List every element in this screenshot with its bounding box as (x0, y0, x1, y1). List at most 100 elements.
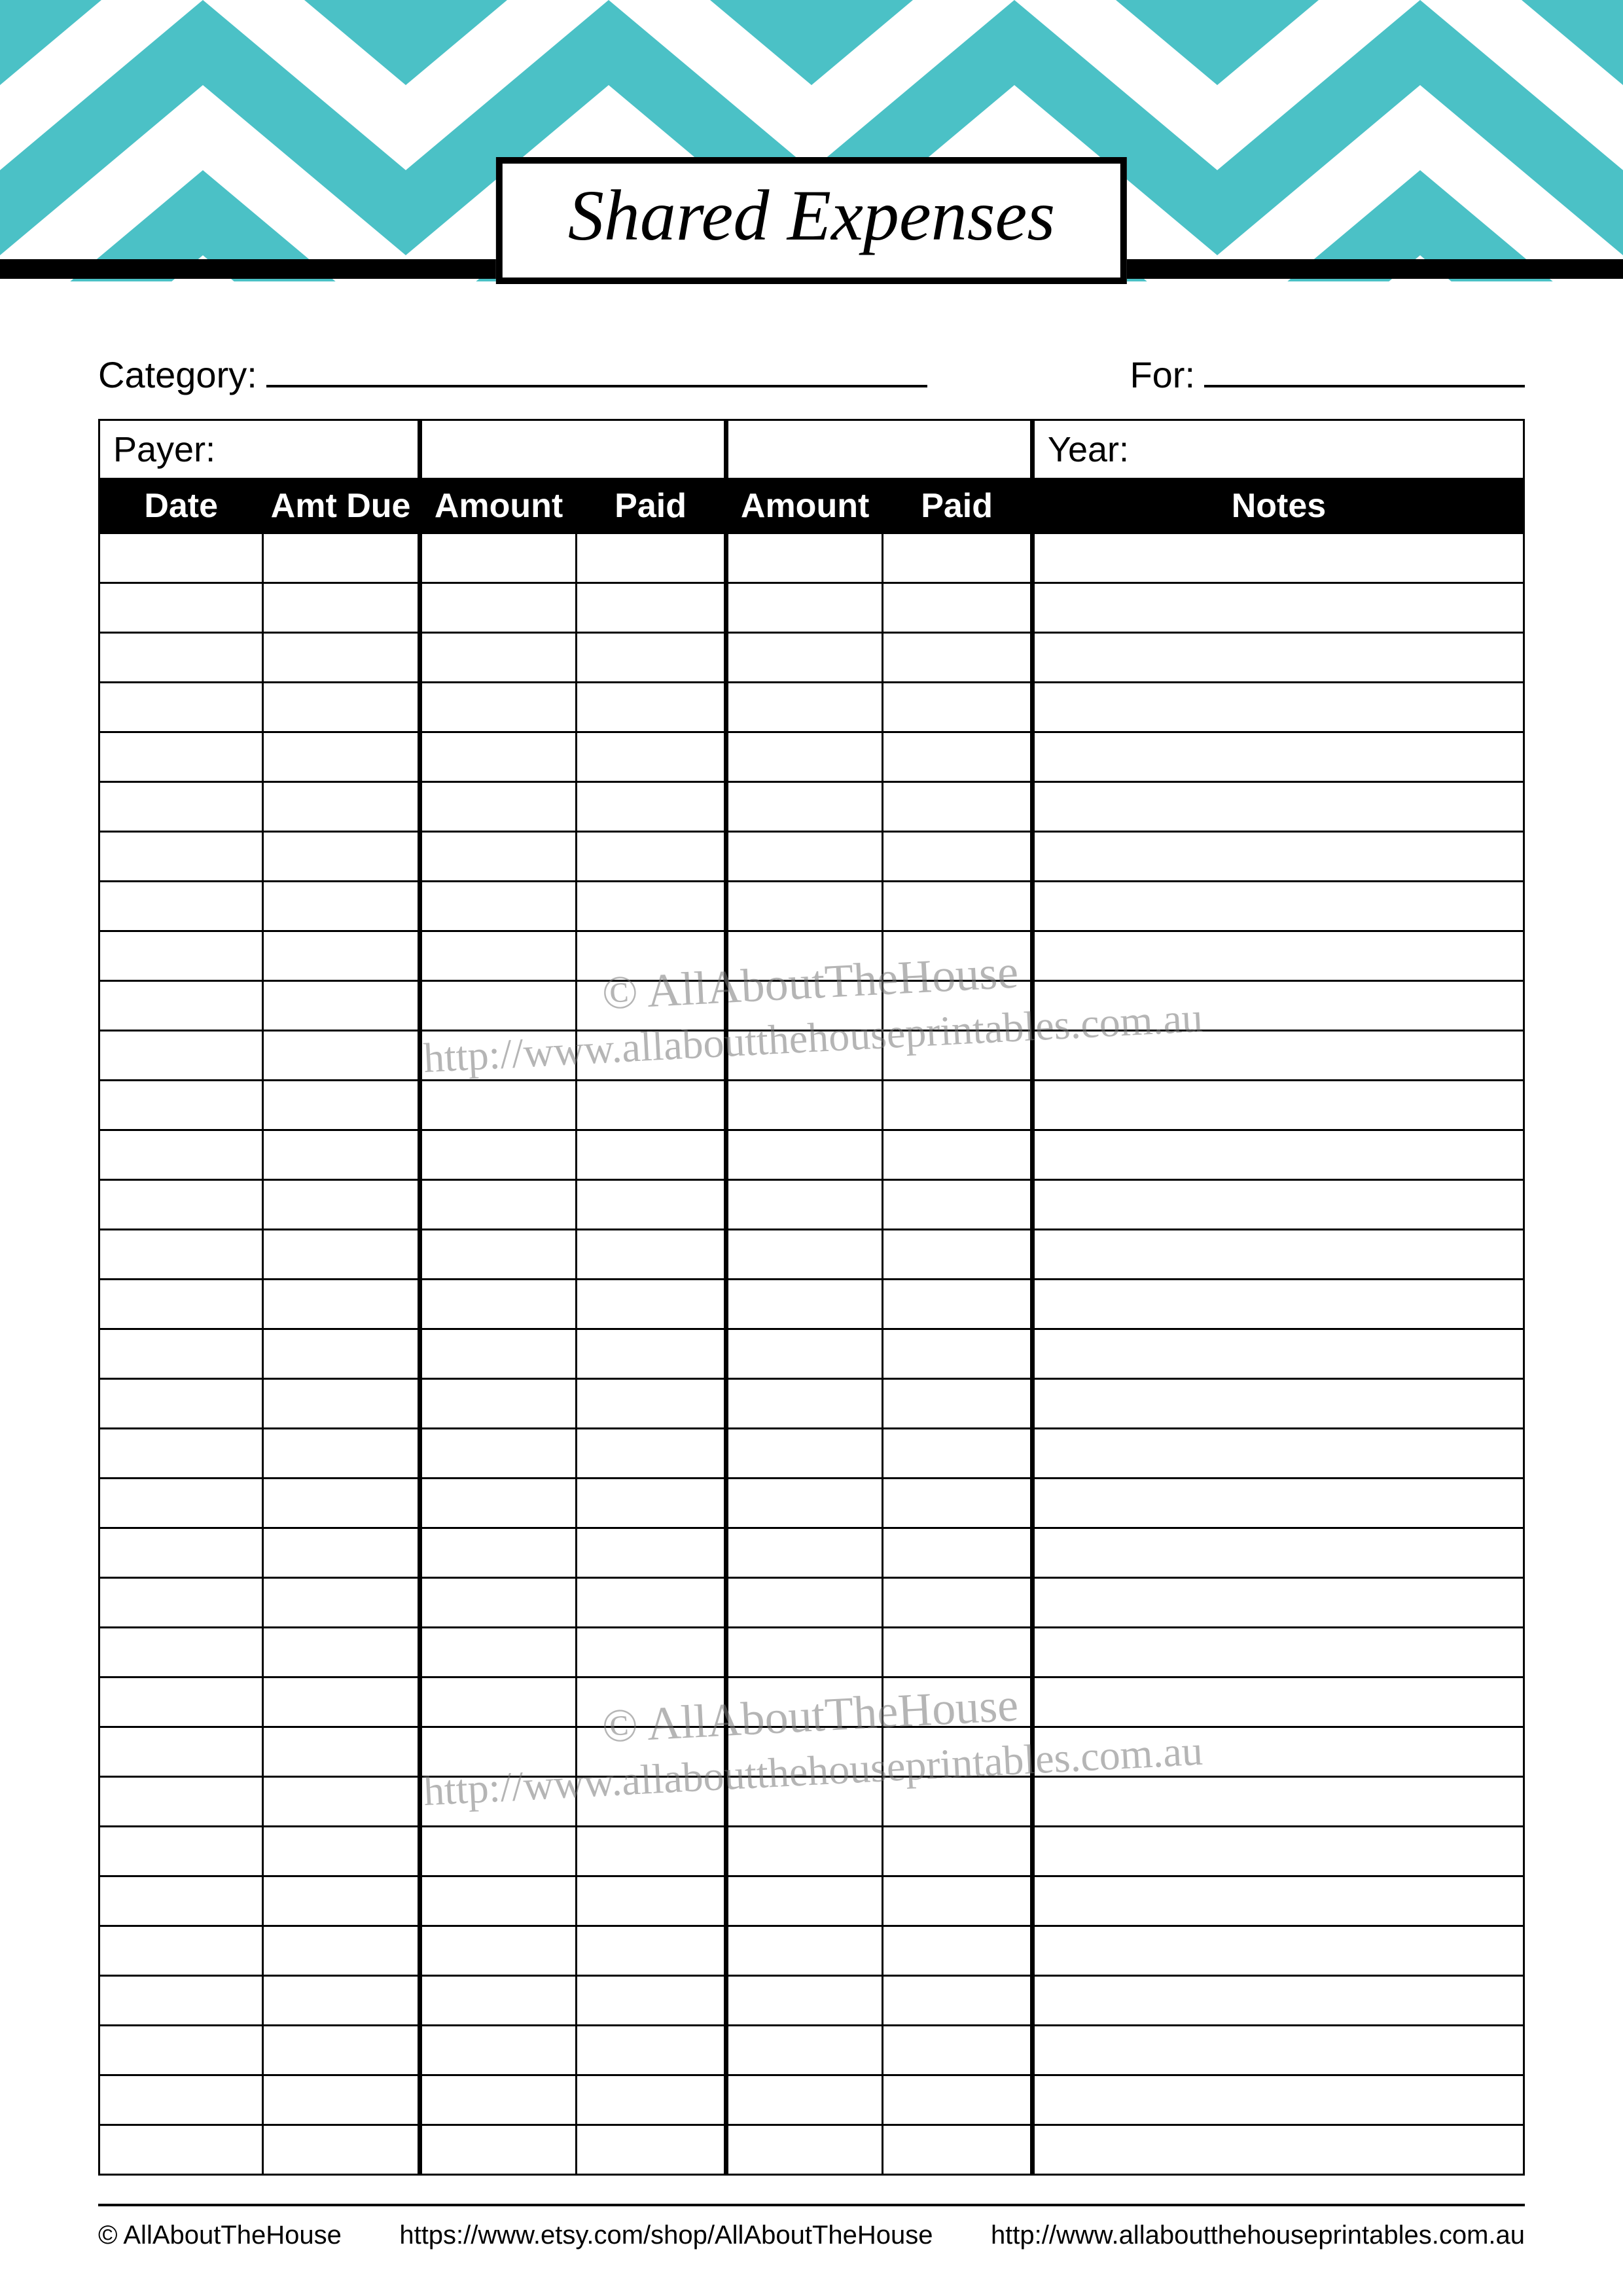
table-cell[interactable] (577, 981, 726, 1031)
table-row[interactable] (99, 633, 1524, 683)
table-cell[interactable] (263, 1677, 419, 1727)
table-cell[interactable] (99, 1926, 263, 1976)
table-cell[interactable] (419, 832, 576, 882)
table-row[interactable] (99, 1976, 1524, 2026)
table-cell[interactable] (263, 1926, 419, 1976)
table-cell[interactable] (726, 1876, 882, 1926)
table-row[interactable] (99, 1528, 1524, 1578)
table-row[interactable] (99, 1777, 1524, 1827)
table-cell[interactable] (419, 1280, 576, 1329)
table-cell[interactable] (883, 1926, 1033, 1976)
table-cell[interactable] (883, 1429, 1033, 1479)
table-cell[interactable] (99, 1130, 263, 1180)
table-row[interactable] (99, 1329, 1524, 1379)
table-cell[interactable] (577, 1130, 726, 1180)
table-cell[interactable] (577, 1926, 726, 1976)
table-cell[interactable] (1032, 1280, 1524, 1329)
table-cell[interactable] (263, 1230, 419, 1280)
table-cell[interactable] (263, 882, 419, 931)
year-cell[interactable]: Year: (1032, 420, 1524, 479)
table-cell[interactable] (263, 732, 419, 782)
table-cell[interactable] (419, 981, 576, 1031)
table-cell[interactable] (419, 533, 576, 583)
table-row[interactable] (99, 533, 1524, 583)
table-cell[interactable] (1032, 1578, 1524, 1628)
table-cell[interactable] (263, 1727, 419, 1777)
table-cell[interactable] (577, 533, 726, 583)
table-cell[interactable] (419, 2075, 576, 2125)
table-row[interactable] (99, 1280, 1524, 1329)
table-cell[interactable] (99, 1280, 263, 1329)
table-cell[interactable] (419, 732, 576, 782)
table-row[interactable] (99, 1827, 1524, 1876)
table-cell[interactable] (883, 633, 1033, 683)
table-cell[interactable] (577, 1578, 726, 1628)
table-cell[interactable] (419, 1926, 576, 1976)
table-cell[interactable] (99, 1578, 263, 1628)
table-cell[interactable] (263, 1578, 419, 1628)
table-cell[interactable] (419, 1628, 576, 1677)
table-cell[interactable] (263, 2075, 419, 2125)
table-cell[interactable] (577, 1479, 726, 1528)
table-cell[interactable] (1032, 1926, 1524, 1976)
table-cell[interactable] (726, 732, 882, 782)
table-cell[interactable] (1032, 533, 1524, 583)
table-row[interactable] (99, 2125, 1524, 2175)
payer-cell-1[interactable]: Payer: (99, 420, 420, 479)
table-cell[interactable] (577, 1727, 726, 1777)
table-cell[interactable] (263, 1379, 419, 1429)
table-cell[interactable] (726, 1628, 882, 1677)
table-cell[interactable] (1032, 1329, 1524, 1379)
table-row[interactable] (99, 832, 1524, 882)
table-cell[interactable] (883, 931, 1033, 981)
table-cell[interactable] (419, 1429, 576, 1479)
table-cell[interactable] (99, 1827, 263, 1876)
table-cell[interactable] (1032, 1429, 1524, 1479)
for-field[interactable]: For: (1130, 353, 1525, 396)
table-cell[interactable] (419, 1528, 576, 1578)
table-cell[interactable] (883, 1628, 1033, 1677)
table-cell[interactable] (419, 583, 576, 633)
table-row[interactable] (99, 882, 1524, 931)
table-cell[interactable] (1032, 1379, 1524, 1429)
table-cell[interactable] (99, 1976, 263, 2026)
table-cell[interactable] (419, 1329, 576, 1379)
table-cell[interactable] (99, 2125, 263, 2175)
table-cell[interactable] (419, 1677, 576, 1727)
table-cell[interactable] (726, 2026, 882, 2075)
table-row[interactable] (99, 683, 1524, 732)
table-cell[interactable] (419, 1130, 576, 1180)
table-row[interactable] (99, 2026, 1524, 2075)
table-cell[interactable] (99, 1777, 263, 1827)
table-cell[interactable] (419, 2026, 576, 2075)
table-row[interactable] (99, 1031, 1524, 1081)
table-cell[interactable] (726, 1926, 882, 1976)
table-cell[interactable] (726, 1230, 882, 1280)
table-cell[interactable] (99, 2075, 263, 2125)
table-cell[interactable] (263, 931, 419, 981)
table-cell[interactable] (577, 1280, 726, 1329)
table-cell[interactable] (263, 1777, 419, 1827)
table-cell[interactable] (883, 1230, 1033, 1280)
table-row[interactable] (99, 1876, 1524, 1926)
table-cell[interactable] (883, 2125, 1033, 2175)
table-cell[interactable] (726, 1379, 882, 1429)
table-cell[interactable] (99, 1677, 263, 1727)
table-cell[interactable] (419, 1230, 576, 1280)
table-cell[interactable] (99, 633, 263, 683)
table-row[interactable] (99, 1429, 1524, 1479)
table-cell[interactable] (419, 1479, 576, 1528)
table-cell[interactable] (419, 683, 576, 732)
table-cell[interactable] (726, 683, 882, 732)
table-cell[interactable] (99, 1628, 263, 1677)
table-cell[interactable] (263, 1081, 419, 1130)
table-cell[interactable] (1032, 1230, 1524, 1280)
table-cell[interactable] (726, 832, 882, 882)
table-cell[interactable] (99, 1479, 263, 1528)
table-cell[interactable] (99, 1230, 263, 1280)
table-row[interactable] (99, 981, 1524, 1031)
table-cell[interactable] (726, 981, 882, 1031)
table-cell[interactable] (577, 931, 726, 981)
table-cell[interactable] (883, 1727, 1033, 1777)
table-cell[interactable] (263, 2125, 419, 2175)
